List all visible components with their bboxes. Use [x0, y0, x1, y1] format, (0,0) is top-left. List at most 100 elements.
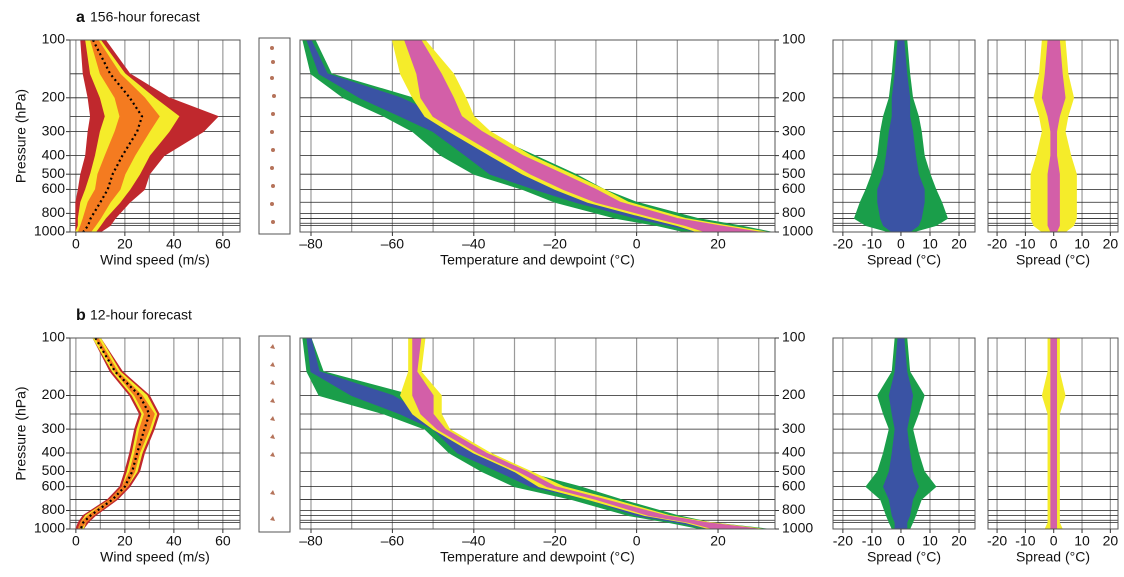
x-tick-label: 60 — [215, 533, 231, 549]
y-tick-label: 300 — [42, 122, 66, 138]
y-tick-label: 1000 — [782, 520, 813, 536]
envelope-band — [302, 39, 772, 233]
x-tick-label: –20 — [544, 236, 568, 252]
barb — [270, 202, 274, 206]
plot-frame — [832, 39, 976, 233]
x-tick-label: 20 — [951, 533, 967, 549]
mean-line — [82, 39, 144, 233]
x-axis-label: Spread (°C) — [1016, 549, 1090, 565]
panel-title: 12-hour forecast — [90, 307, 192, 323]
plot-frame — [299, 337, 776, 530]
x-tick-label: -10 — [862, 533, 882, 549]
y-tick-label: 200 — [782, 386, 806, 402]
envelope-band — [1050, 337, 1058, 530]
x-tick-label: 20 — [1103, 533, 1119, 549]
y-tick-label: 600 — [782, 180, 806, 196]
y-tick-label: 200 — [42, 89, 66, 105]
y-tick-label: 100 — [782, 329, 806, 345]
barb — [271, 184, 275, 188]
barb — [271, 60, 275, 64]
y-tick-label: 1000 — [34, 520, 65, 536]
x-axis-label: Temperature and dewpoint (°C) — [440, 549, 635, 565]
plot-frame — [299, 39, 776, 233]
panel-label: b — [76, 307, 86, 324]
y-tick-label: 500 — [42, 165, 66, 181]
y-tick-label: 400 — [42, 444, 66, 460]
barb — [272, 94, 276, 98]
barb — [270, 344, 275, 521]
y-tick-label: 400 — [42, 146, 66, 162]
x-tick-label: 0 — [72, 236, 80, 252]
y-tick-label: 200 — [782, 89, 806, 105]
barb — [270, 130, 274, 134]
y-tick-label: 300 — [782, 420, 806, 436]
y-tick-label: 1000 — [34, 223, 65, 239]
y-tick-label: 100 — [782, 31, 806, 47]
x-tick-label: –80 — [299, 533, 323, 549]
plot-frame — [69, 337, 241, 530]
x-axis-label: Spread (°C) — [867, 549, 941, 565]
wind-barbs-b — [258, 335, 291, 533]
y-tick-label: 600 — [42, 477, 66, 493]
x-axis-label: Wind speed (m/s) — [100, 252, 210, 268]
x-tick-label: –80 — [299, 236, 323, 252]
y-tick-label: 1000 — [782, 223, 813, 239]
x-tick-label: 10 — [1074, 236, 1090, 252]
y-tick-label: 500 — [782, 462, 806, 478]
panel-title: 156-hour forecast — [90, 9, 200, 25]
x-axis-label: Spread (°C) — [867, 252, 941, 268]
plot-frame — [832, 337, 976, 530]
x-tick-label: –40 — [462, 236, 486, 252]
x-tick-label: 10 — [922, 533, 938, 549]
x-axis-label: Spread (°C) — [1016, 252, 1090, 268]
y-axis-label: Pressure (hPa) — [13, 89, 29, 183]
x-tick-label: 20 — [951, 236, 967, 252]
x-tick-label: 40 — [166, 533, 182, 549]
barb — [271, 148, 275, 152]
x-tick-label: –20 — [544, 533, 568, 549]
x-tick-label: 0 — [633, 533, 641, 549]
x-tick-label: 0 — [72, 533, 80, 549]
y-tick-label: 200 — [42, 386, 66, 402]
x-tick-label: -20 — [987, 533, 1007, 549]
x-tick-label: -20 — [833, 236, 853, 252]
x-tick-label: 20 — [1103, 236, 1119, 252]
x-tick-label: -20 — [833, 533, 853, 549]
y-tick-label: 100 — [42, 31, 66, 47]
x-tick-label: 0 — [897, 533, 905, 549]
plot-frame — [987, 337, 1119, 530]
y-tick-label: 800 — [42, 204, 66, 220]
y-tick-label: 800 — [782, 204, 806, 220]
envelope-band — [302, 337, 767, 530]
envelope-band — [306, 337, 759, 530]
panel-label: a — [76, 9, 85, 26]
y-tick-label: 300 — [782, 122, 806, 138]
barb-box — [258, 335, 291, 533]
x-tick-label: 20 — [117, 236, 133, 252]
x-tick-label: 60 — [215, 236, 231, 252]
x-tick-label: 20 — [710, 533, 726, 549]
x-tick-label: 20 — [117, 533, 133, 549]
x-axis-label: Temperature and dewpoint (°C) — [440, 252, 635, 268]
x-tick-label: 0 — [897, 236, 905, 252]
barb — [270, 166, 274, 170]
x-tick-label: –60 — [381, 533, 405, 549]
x-tick-label: 0 — [633, 236, 641, 252]
barb — [270, 46, 274, 50]
x-tick-label: -10 — [1015, 533, 1035, 549]
x-tick-label: 0 — [1050, 236, 1058, 252]
x-tick-label: –40 — [462, 533, 486, 549]
x-tick-label: -20 — [987, 236, 1007, 252]
y-tick-label: 400 — [782, 444, 806, 460]
y-tick-label: 800 — [42, 501, 66, 517]
x-tick-label: 10 — [1074, 533, 1090, 549]
barb — [270, 76, 274, 80]
y-tick-label: 100 — [42, 329, 66, 345]
x-tick-label: –60 — [381, 236, 405, 252]
barb — [271, 112, 275, 116]
x-tick-label: 40 — [166, 236, 182, 252]
y-tick-label: 400 — [782, 146, 806, 162]
x-tick-label: 20 — [710, 236, 726, 252]
y-tick-label: 500 — [782, 165, 806, 181]
